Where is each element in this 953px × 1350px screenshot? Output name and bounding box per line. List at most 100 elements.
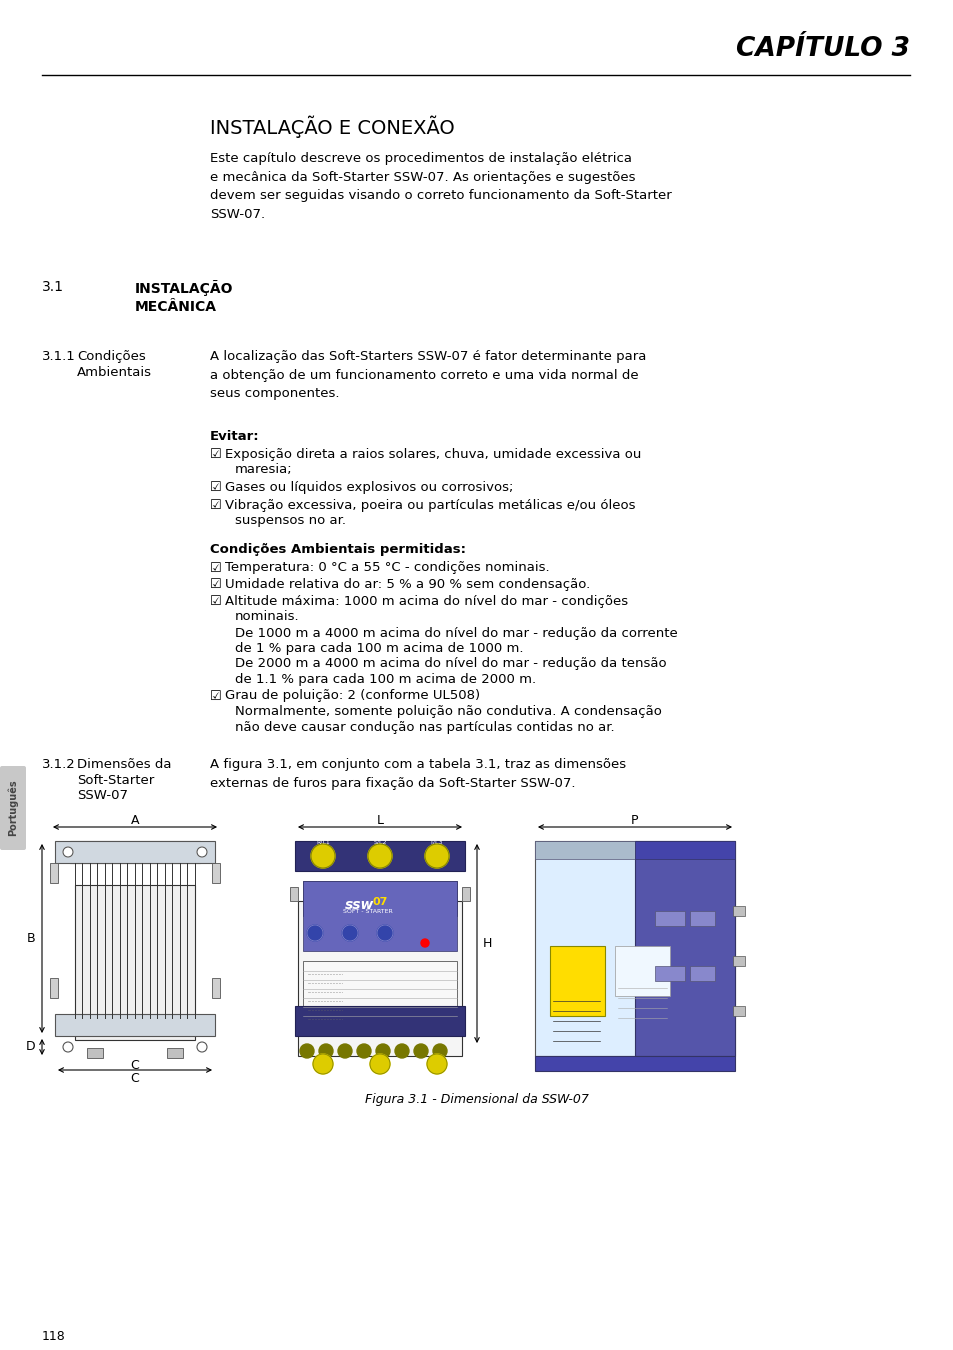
Text: De 1000 m a 4000 m acima do nível do mar - redução da corrente: De 1000 m a 4000 m acima do nível do mar…: [234, 626, 677, 640]
Text: de 1 % para cada 100 m acima de 1000 m.: de 1 % para cada 100 m acima de 1000 m.: [234, 643, 523, 655]
Text: CAPÍTULO 3: CAPÍTULO 3: [735, 36, 909, 62]
Circle shape: [427, 1054, 447, 1075]
Text: ........................: ........................: [307, 990, 343, 994]
Circle shape: [307, 925, 323, 941]
Circle shape: [420, 940, 429, 946]
Bar: [689, 911, 714, 926]
Text: 3.1: 3.1: [42, 279, 64, 294]
Text: ☑: ☑: [210, 448, 222, 460]
Text: 3.1.1: 3.1.1: [42, 350, 75, 363]
Text: L: L: [376, 814, 383, 828]
Bar: [535, 841, 635, 859]
Bar: [294, 841, 464, 871]
Bar: [732, 1006, 744, 1017]
Text: ssw: ssw: [345, 898, 374, 913]
Bar: [732, 956, 744, 967]
Circle shape: [433, 1044, 447, 1058]
Text: Dimensões da: Dimensões da: [77, 757, 172, 771]
Circle shape: [370, 1054, 390, 1075]
Bar: [70, 841, 200, 863]
Text: SOFT - STARTER: SOFT - STARTER: [343, 909, 393, 914]
Text: Figura 3.1 - Dimensional da SSW-07: Figura 3.1 - Dimensional da SSW-07: [365, 1094, 588, 1106]
Circle shape: [299, 1044, 314, 1058]
Bar: [655, 967, 684, 981]
Text: SSW-07: SSW-07: [77, 788, 128, 802]
Text: maresia;: maresia;: [234, 463, 293, 477]
Bar: [50, 977, 58, 998]
Bar: [167, 1048, 183, 1058]
Text: A localização das Soft-Starters SSW-07 é fator determinante para
a obtenção de u: A localização das Soft-Starters SSW-07 é…: [210, 350, 646, 400]
Text: Temperatura: 0 °C a 55 °C - condições nominais.: Temperatura: 0 °C a 55 °C - condições no…: [225, 562, 549, 575]
Text: ........................: ........................: [307, 1017, 343, 1021]
Text: B: B: [27, 931, 35, 945]
Text: ........................: ........................: [307, 998, 343, 1003]
Circle shape: [341, 925, 357, 941]
Text: P: P: [631, 814, 639, 828]
Circle shape: [311, 844, 335, 868]
Bar: [212, 977, 220, 998]
Text: ........................: ........................: [307, 980, 343, 986]
Text: Condições Ambientais permitidas:: Condições Ambientais permitidas:: [210, 544, 465, 556]
Circle shape: [337, 1044, 352, 1058]
Text: T/L3: T/L3: [430, 838, 443, 844]
Text: C: C: [131, 1072, 139, 1085]
Circle shape: [375, 1044, 390, 1058]
Bar: [55, 1014, 214, 1035]
Text: Grau de poluição: 2 (conforme UL508): Grau de poluição: 2 (conforme UL508): [225, 690, 479, 702]
Text: De 2000 m a 4000 m acima do nível do mar - redução da tensão: De 2000 m a 4000 m acima do nível do mar…: [234, 657, 666, 671]
Bar: [55, 841, 214, 863]
Text: Altitude máxima: 1000 m acima do nível do mar - condições: Altitude máxima: 1000 m acima do nível d…: [225, 594, 627, 608]
Text: INSTALAÇÃO
MECÂNICA: INSTALAÇÃO MECÂNICA: [135, 279, 233, 315]
Text: Normalmente, somente poluição não condutiva. A condensação: Normalmente, somente poluição não condut…: [234, 705, 661, 718]
Text: R/L1: R/L1: [315, 838, 330, 844]
Bar: [290, 887, 297, 900]
Bar: [75, 886, 194, 1040]
Text: A figura 3.1, em conjunto com a tabela 3.1, traz as dimensões
externas de furos : A figura 3.1, em conjunto com a tabela 3…: [210, 757, 625, 790]
Circle shape: [368, 844, 392, 868]
Text: ........................: ........................: [307, 971, 343, 976]
Text: H: H: [482, 937, 492, 950]
Bar: [635, 841, 734, 1056]
Text: Condições: Condições: [77, 350, 146, 363]
Circle shape: [63, 846, 73, 857]
Circle shape: [318, 1044, 333, 1058]
Bar: [297, 900, 461, 1056]
Text: ☑: ☑: [210, 594, 222, 608]
Bar: [550, 946, 604, 1017]
Text: 3.1.2: 3.1.2: [42, 757, 75, 771]
Bar: [689, 967, 714, 981]
Circle shape: [376, 925, 393, 941]
Text: 07: 07: [373, 896, 388, 907]
Text: Exposição direta a raios solares, chuva, umidade excessiva ou: Exposição direta a raios solares, chuva,…: [225, 448, 640, 460]
Circle shape: [356, 1044, 371, 1058]
Text: Gases ou líquidos explosivos ou corrosivos;: Gases ou líquidos explosivos ou corrosiv…: [225, 481, 513, 494]
Circle shape: [414, 1044, 428, 1058]
Circle shape: [196, 1042, 207, 1052]
Text: Evitar:: Evitar:: [210, 431, 259, 443]
Bar: [212, 863, 220, 883]
Bar: [535, 841, 734, 1056]
Bar: [303, 882, 456, 917]
Bar: [303, 961, 456, 1017]
Text: ☑: ☑: [210, 578, 222, 591]
Circle shape: [424, 844, 449, 868]
Text: INSTALAÇÃO E CONEXÃO: INSTALAÇÃO E CONEXÃO: [210, 115, 455, 138]
Bar: [303, 882, 456, 950]
Text: Soft-Starter: Soft-Starter: [77, 774, 154, 787]
FancyBboxPatch shape: [0, 765, 26, 850]
Bar: [461, 887, 470, 900]
Text: nominais.: nominais.: [234, 610, 299, 622]
Text: Umidade relativa do ar: 5 % a 90 % sem condensação.: Umidade relativa do ar: 5 % a 90 % sem c…: [225, 578, 590, 591]
Bar: [294, 1006, 464, 1035]
Circle shape: [313, 1054, 333, 1075]
Bar: [535, 1056, 734, 1071]
Circle shape: [196, 846, 207, 857]
Text: Ambientais: Ambientais: [77, 366, 152, 378]
Text: D: D: [26, 1041, 35, 1053]
Circle shape: [395, 1044, 409, 1058]
Text: ☑: ☑: [210, 690, 222, 702]
Bar: [87, 1048, 103, 1058]
Text: ☑: ☑: [210, 498, 222, 512]
Text: de 1.1 % para cada 100 m acima de 2000 m.: de 1.1 % para cada 100 m acima de 2000 m…: [234, 674, 536, 686]
Bar: [615, 946, 669, 996]
